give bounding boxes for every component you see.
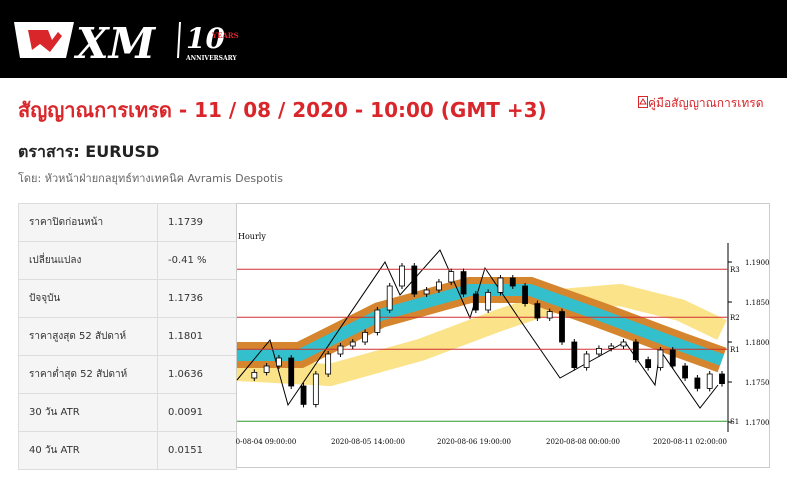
cell-value: 1.1739 <box>157 203 237 242</box>
chart-image: Hourly 1.1900 1.1850 1.1800 1.1750 1.1700 R3 R2… <box>236 203 770 468</box>
cell-label: ราคาปิดก่อนหน้า <box>18 203 158 242</box>
cell-label: ปัจจุบัน <box>18 279 158 318</box>
candle <box>276 357 282 367</box>
candle <box>620 341 627 347</box>
guide-text[interactable]: คู่มือสัญญาณการเทรด <box>648 96 764 110</box>
candle <box>436 281 442 291</box>
x-tick-label: 2020-08-11 02:00:00 <box>653 438 727 446</box>
candle <box>460 271 467 295</box>
cell-label: 40 วัน ATR <box>18 431 158 470</box>
table-row: ราคาปิดก่อนหน้า 1.1739 <box>18 203 237 242</box>
candle <box>583 353 590 369</box>
page-title: สัญญาณการเทรด - 11 / 08 / 2020 - 10:00 (… <box>18 98 547 122</box>
cell-label: ราคาสูงสุด 52 สัปดาห์ <box>18 317 158 356</box>
candle <box>669 349 676 367</box>
y-tick-label: 1.1800 <box>745 339 770 347</box>
candle <box>645 359 652 369</box>
candle <box>571 341 578 369</box>
logo: XM 10 YEARS ANNIVERSARY <box>14 19 239 68</box>
table-row: 40 วัน ATR 0.0151 <box>18 431 237 470</box>
candle <box>657 349 664 369</box>
cell-value: 1.1801 <box>157 317 237 356</box>
candle <box>288 357 295 387</box>
cell-value: -0.41 % <box>157 241 237 280</box>
cell-value: 0.0091 <box>157 393 237 432</box>
candle <box>596 347 602 355</box>
badge-years: YEARS <box>211 31 239 40</box>
cell-label: เปลี่ยนแปลง <box>18 241 158 280</box>
pdf-icon <box>638 96 648 108</box>
table-row: ราคาสูงสุด 52 สัปดาห์ 1.1801 <box>18 317 237 356</box>
candle <box>559 311 565 343</box>
timeframe: Hourly <box>238 232 266 241</box>
candle <box>386 285 393 311</box>
candle <box>534 303 541 319</box>
candle <box>263 365 270 373</box>
candle <box>411 265 418 295</box>
cell-value: 1.1736 <box>157 279 237 318</box>
badge-caption: ANNIVERSARY <box>185 55 237 62</box>
candle <box>608 345 615 349</box>
x-tick-label: 2020-08-05 14:00:00 <box>331 438 405 446</box>
cell-label: ราคาต่ำสุด 52 สัปดาห์ <box>18 355 158 394</box>
candle <box>522 285 528 305</box>
x-tick-label: 2020-08-08 00:00:00 <box>546 438 620 446</box>
level-label: S1 <box>730 418 739 426</box>
table-row: เปลี่ยนแปลง -0.41 % <box>18 241 237 280</box>
stats-table: ราคาปิดก่อนหน้า 1.1739 เปลี่ยนแปลง -0.41 % ป… <box>18 203 237 470</box>
candle <box>497 277 504 293</box>
candle <box>251 371 258 379</box>
candle <box>546 311 553 319</box>
candle <box>472 293 479 311</box>
candle <box>399 265 405 287</box>
candle <box>632 341 639 361</box>
cell-label: 30 วัน ATR <box>18 393 158 432</box>
y-tick-label: 1.1750 <box>745 379 770 387</box>
author: โดย: หัวหน้าฝ่ายกลยุทธ์ทางเทคนิค Avramis… <box>18 172 283 185</box>
candle <box>337 345 344 355</box>
level-label: R3 <box>730 266 740 274</box>
candle <box>694 377 701 389</box>
instrument: ตราสาร: EURUSD <box>18 142 160 161</box>
candle <box>706 373 713 389</box>
header: XM 10 YEARS ANNIVERSARY <box>0 0 787 78</box>
candle <box>349 341 356 347</box>
level-label: R1 <box>730 346 740 354</box>
y-tick-label: 1.1850 <box>745 299 770 307</box>
yellow-band <box>236 283 727 387</box>
candle <box>485 291 492 311</box>
badge-number: 10 <box>186 22 225 55</box>
candle <box>325 353 332 375</box>
x-tick-label: 2020-08-06 19:00:00 <box>437 438 511 446</box>
candle <box>300 385 307 405</box>
candle <box>509 277 516 287</box>
y-tick-label: 1.1900 <box>745 259 770 267</box>
level-label: R2 <box>730 314 740 322</box>
candle <box>374 309 381 333</box>
divider <box>177 21 181 59</box>
candle <box>682 365 688 379</box>
logo-text: XM <box>73 19 157 68</box>
logo-bull <box>28 30 62 52</box>
candle <box>719 373 725 384</box>
candle <box>312 373 319 405</box>
cell-value: 0.0151 <box>157 431 237 470</box>
table-row: ราคาต่ำสุด 52 สัปดาห์ 1.0636 <box>18 355 237 394</box>
chart-bands: Hourly 1.1900 1.1850 1.1800 1.1750 1.1700 R3 R2… <box>236 232 770 446</box>
guide-link[interactable]: คู่มือสัญญาณการเทรด <box>638 94 764 113</box>
cell-value: 1.0636 <box>157 355 237 394</box>
candle <box>448 271 455 283</box>
candle <box>423 289 430 295</box>
table-row: 30 วัน ATR 0.0091 <box>18 393 237 432</box>
candle <box>362 331 368 343</box>
x-tick-label: 0-08-04 09:00:00 <box>236 438 296 446</box>
y-tick-label: 1.1700 <box>745 419 770 427</box>
table-row: ปัจจุบัน 1.1736 <box>18 279 237 318</box>
